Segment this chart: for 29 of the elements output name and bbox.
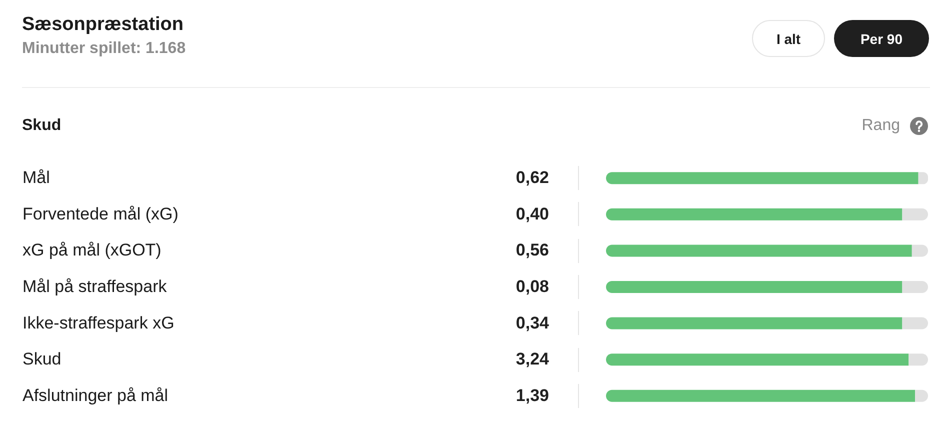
bar [606, 354, 909, 366]
text: Sæsonpræstation [22, 14, 184, 35]
text: 0,34 [516, 313, 550, 332]
text: Minutter spillet: 1.168 [22, 40, 186, 57]
text: 3,24 [516, 350, 550, 369]
y-tick-label: Forventede mål (xG) [22, 204, 178, 224]
y-tick-label: Ikke-straffespark xG [22, 313, 174, 332]
bar [606, 244, 912, 257]
text: 1,39 [516, 386, 549, 405]
bar [606, 208, 902, 220]
y-tick-label: xG på mål (xGOT) [22, 240, 162, 260]
toggle-button: I alt [752, 20, 825, 57]
bar [902, 281, 928, 293]
bar [606, 281, 902, 293]
text: 0,56 [516, 240, 549, 260]
text: 0,40 [516, 204, 549, 224]
text: 0,08 [516, 277, 549, 296]
bar [606, 317, 902, 330]
text: 0,62 [516, 168, 549, 188]
y-tick-label: Skud [22, 350, 62, 369]
bar [902, 208, 928, 220]
text: Rang [862, 117, 900, 134]
y-tick-label: Mål på straffespark [22, 277, 168, 296]
bar [606, 172, 918, 184]
bar [606, 390, 916, 402]
y-tick-label: Afslutninger på mål [22, 386, 168, 405]
y-tick-label: Mål [22, 168, 50, 188]
toggle-button: Per 90 [834, 20, 929, 57]
bar [902, 317, 928, 330]
